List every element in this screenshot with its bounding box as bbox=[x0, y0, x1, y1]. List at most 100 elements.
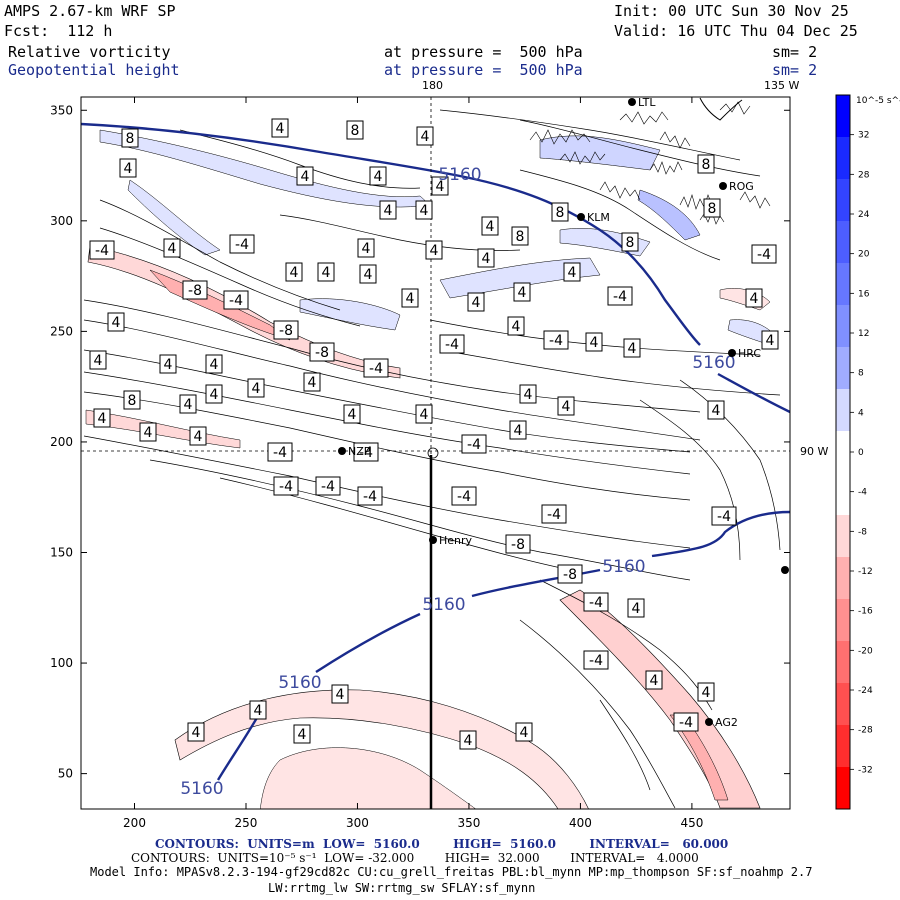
vorticity-label: 4 bbox=[401, 288, 419, 308]
vorticity-contour-line bbox=[639, 399, 741, 561]
svg-text:4: 4 bbox=[632, 601, 641, 617]
svg-text:-4: -4 bbox=[589, 653, 603, 669]
vorticity-label: 8 bbox=[511, 226, 529, 246]
vorticity-contour-line bbox=[439, 109, 741, 161]
svg-text:4: 4 bbox=[210, 357, 219, 373]
svg-text:4: 4 bbox=[94, 353, 103, 369]
vorticity-noise-line bbox=[659, 131, 691, 149]
height-contour-middle-2 bbox=[315, 612, 421, 674]
vorticity-label: 4 bbox=[187, 722, 205, 742]
vorticity-contour-info: CONTOURS: UNITS=10⁻⁵ s⁻¹ LOW= -32.000 HI… bbox=[131, 851, 699, 865]
vorticity-contour-line bbox=[83, 371, 691, 475]
colorbar-label: 0 bbox=[858, 448, 864, 458]
vorticity-label: -8 bbox=[309, 342, 335, 362]
svg-text:4: 4 bbox=[164, 357, 173, 373]
vorticity-noise-line bbox=[739, 191, 771, 209]
colorbar-segment bbox=[836, 221, 850, 263]
vorticity-contour-line bbox=[149, 459, 691, 581]
svg-text:-8: -8 bbox=[188, 283, 202, 299]
vorticity-label: 8 bbox=[551, 202, 569, 222]
svg-text:-4: -4 bbox=[467, 437, 481, 453]
vorticity-label: 4 bbox=[379, 200, 397, 220]
svg-text:-4: -4 bbox=[273, 445, 287, 461]
svg-text:4: 4 bbox=[348, 407, 357, 423]
station-marker: ROG bbox=[719, 180, 754, 193]
vorticity-label: -4 bbox=[273, 476, 299, 496]
vorticity-label: 4 bbox=[467, 292, 485, 312]
vorticity-shading bbox=[81, 97, 790, 809]
svg-text:4: 4 bbox=[144, 425, 153, 441]
field1-level: at pressure = 500 hPa bbox=[384, 43, 583, 61]
svg-text:Henry: Henry bbox=[439, 534, 473, 547]
vorticity-contour-line bbox=[439, 349, 781, 396]
vorticity-label: 4 bbox=[163, 238, 181, 258]
vorticity-label: 4 bbox=[425, 240, 443, 260]
height-label: 5160 bbox=[422, 595, 465, 615]
svg-text:4: 4 bbox=[430, 243, 439, 259]
vorticity-noise-line bbox=[559, 151, 606, 165]
svg-text:4: 4 bbox=[464, 733, 473, 749]
svg-text:8: 8 bbox=[626, 235, 635, 251]
y-tick-label: 350 bbox=[50, 103, 73, 117]
init-time: Init: 00 UTC Sun 30 Nov 25 bbox=[614, 2, 849, 20]
vorticity-contour-line bbox=[83, 349, 691, 453]
svg-text:4: 4 bbox=[308, 375, 317, 391]
colorbar-segment bbox=[836, 683, 850, 725]
pos-vorticity-patch-1 bbox=[127, 179, 221, 256]
vorticity-contour-line bbox=[519, 169, 721, 261]
svg-text:4: 4 bbox=[472, 295, 481, 311]
vorticity-label: -4 bbox=[353, 442, 379, 462]
svg-text:4: 4 bbox=[112, 315, 121, 331]
vorticity-label: 4 bbox=[285, 262, 303, 282]
svg-text:4: 4 bbox=[524, 387, 533, 403]
height-contour-info: CONTOURS: UNITS=m LOW= 5160.0 HIGH= 5160… bbox=[155, 837, 729, 851]
svg-text:-4: -4 bbox=[717, 509, 731, 525]
south-pole-marker bbox=[427, 447, 439, 459]
vorticity-label: -4 bbox=[541, 504, 567, 524]
svg-text:-4: -4 bbox=[679, 715, 693, 731]
vorticity-label: 4 bbox=[189, 426, 207, 446]
vorticity-label: 4 bbox=[459, 730, 477, 750]
svg-text:LTL: LTL bbox=[638, 96, 656, 109]
svg-text:-4: -4 bbox=[549, 333, 563, 349]
colorbar-label: -16 bbox=[858, 607, 873, 617]
svg-text:4: 4 bbox=[194, 429, 203, 445]
height-label: 5160 bbox=[602, 557, 645, 577]
svg-text:-4: -4 bbox=[95, 243, 109, 259]
vorticity-label: -4 bbox=[223, 290, 249, 310]
colorbar-label: 16 bbox=[858, 289, 870, 299]
vorticity-contour-line bbox=[83, 319, 701, 441]
vorticity-label: -4 bbox=[583, 592, 609, 612]
vorticity-label: 4 bbox=[293, 724, 311, 744]
axes: 200 250 300 350 400 450 50 100 150 200 250 300 350 bbox=[50, 97, 790, 830]
vorticity-label: 4 bbox=[515, 722, 533, 742]
svg-text:4: 4 bbox=[702, 685, 711, 701]
valid-time: Valid: 16 UTC Thu 04 Dec 25 bbox=[614, 22, 858, 40]
vorticity-label: 4 bbox=[247, 378, 265, 398]
station-marker: LTL bbox=[628, 96, 656, 109]
colorbar-label: 28 bbox=[858, 170, 870, 180]
svg-text:4: 4 bbox=[406, 291, 415, 307]
svg-text:4: 4 bbox=[568, 265, 577, 281]
colorbar-label: -8 bbox=[858, 527, 867, 537]
vorticity-label: 4 bbox=[507, 316, 525, 336]
coastline bbox=[699, 97, 743, 121]
svg-text:8: 8 bbox=[708, 201, 717, 217]
vorticity-label: 8 bbox=[703, 198, 721, 218]
vorticity-contour-line bbox=[83, 435, 691, 549]
svg-text:4: 4 bbox=[210, 387, 219, 403]
colorbar-label: 20 bbox=[858, 250, 870, 260]
station-marker: NZP bbox=[338, 445, 371, 458]
svg-text:4: 4 bbox=[562, 399, 571, 415]
svg-text:4: 4 bbox=[650, 673, 659, 689]
pos-vorticity-patch-4 bbox=[539, 135, 661, 171]
vorticity-label: 4 bbox=[745, 288, 763, 308]
plot-frame bbox=[80, 96, 791, 810]
model-info-physics: LW:rrtmg_lw SW:rrtmg_sw SFLAY:sf_mynn bbox=[268, 881, 536, 895]
station-marker: Henry bbox=[429, 534, 473, 547]
svg-text:4: 4 bbox=[322, 265, 331, 281]
vorticity-label: 8 bbox=[123, 390, 141, 410]
vorticity-contour-line bbox=[179, 129, 421, 189]
svg-text:8: 8 bbox=[702, 157, 711, 173]
stations: ROG KLM HRC NZP Henry AG2 LTL bbox=[338, 96, 789, 729]
